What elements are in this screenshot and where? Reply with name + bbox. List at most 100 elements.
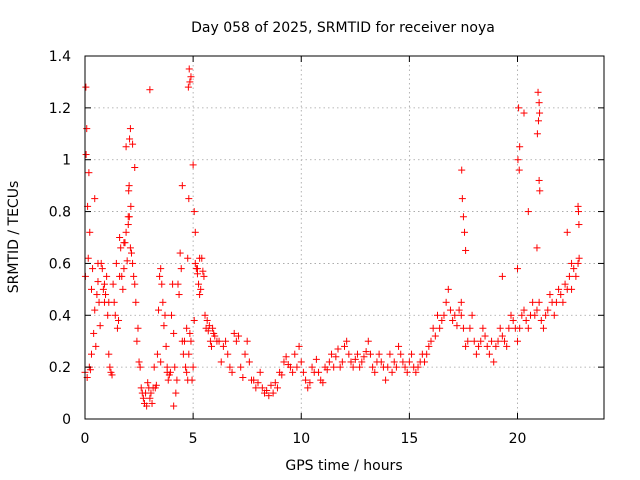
data-point [406,358,413,365]
data-point [505,325,512,332]
data-point [91,307,98,314]
data-point [564,229,571,236]
chart: Day 058 of 2025, SRMTID for receiver noy… [0,0,640,480]
data-point [408,351,415,358]
data-point [159,299,166,306]
data-point [536,99,543,106]
y-tick-label: 1 [62,153,71,169]
data-point [525,325,532,332]
data-point [158,281,165,288]
data-point [91,195,98,202]
data-point [114,325,121,332]
data-point [190,161,197,168]
y-tick-label: 0.8 [49,205,71,221]
data-point [120,239,127,246]
data-point [397,351,404,358]
data-point [82,84,89,91]
y-tick-label: 0 [62,412,71,428]
data-point [178,265,185,272]
data-point [461,229,468,236]
data-point [482,333,489,340]
data-point [86,229,93,236]
data-point [536,187,543,194]
data-point [85,255,92,262]
data-point [116,234,123,241]
data-point [115,317,122,324]
data-point [237,364,244,371]
data-point [146,86,153,93]
x-tick-label: 20 [509,431,527,447]
data-point [191,317,198,324]
data-point [196,291,203,298]
data-point [131,164,138,171]
data-point [326,358,333,365]
data-point [551,312,558,319]
data-point [291,351,298,358]
data-point [443,299,450,306]
data-point [224,351,231,358]
data-point [575,221,582,228]
data-point [184,255,191,262]
data-point [174,281,181,288]
data-point [185,195,192,202]
data-point [535,89,542,96]
x-tick-label: 0 [81,431,90,447]
data-point [515,104,522,111]
data-point [365,338,372,345]
data-point [185,84,192,91]
data-point [93,291,100,298]
data-point [208,343,215,350]
data-point [190,364,197,371]
data-point [490,358,497,365]
x-axis-label: GPS time / hours [285,458,402,474]
data-point [170,403,177,410]
data-point [171,364,178,371]
data-point [421,358,428,365]
data-point [185,351,192,358]
data-point [559,299,566,306]
data-point [436,325,443,332]
data-points [82,65,583,409]
data-point [127,244,134,251]
data-point [575,260,582,267]
data-point [553,299,560,306]
data-point [112,312,119,319]
data-point [376,351,383,358]
data-point [129,141,136,148]
data-point [535,117,542,124]
y-axis-label: SRMTID / TECUs [6,181,22,294]
data-point [103,273,110,280]
data-point [534,130,541,137]
data-point [155,307,162,314]
data-point [484,343,491,350]
data-point [335,345,342,352]
data-point [172,390,179,397]
data-point [94,278,101,285]
data-point [469,312,476,319]
data-point [104,312,111,319]
data-point [179,182,186,189]
axis-ticks [85,56,604,419]
x-tick-label: 15 [400,431,418,447]
data-point [293,364,300,371]
data-point [151,364,158,371]
data-point [192,229,199,236]
data-point [177,250,184,257]
data-point [298,358,305,365]
data-point [523,317,530,324]
data-point [244,338,251,345]
data-point [130,273,137,280]
data-point [514,265,521,272]
data-point [92,343,99,350]
data-point [447,307,454,314]
data-point [191,208,198,215]
data-point [566,273,573,280]
data-point [499,273,506,280]
data-point [90,330,97,337]
data-point [529,299,536,306]
x-tick-label: 10 [292,431,310,447]
data-point [239,374,246,381]
data-point [127,203,134,210]
data-point [127,125,134,132]
data-point [533,244,540,251]
